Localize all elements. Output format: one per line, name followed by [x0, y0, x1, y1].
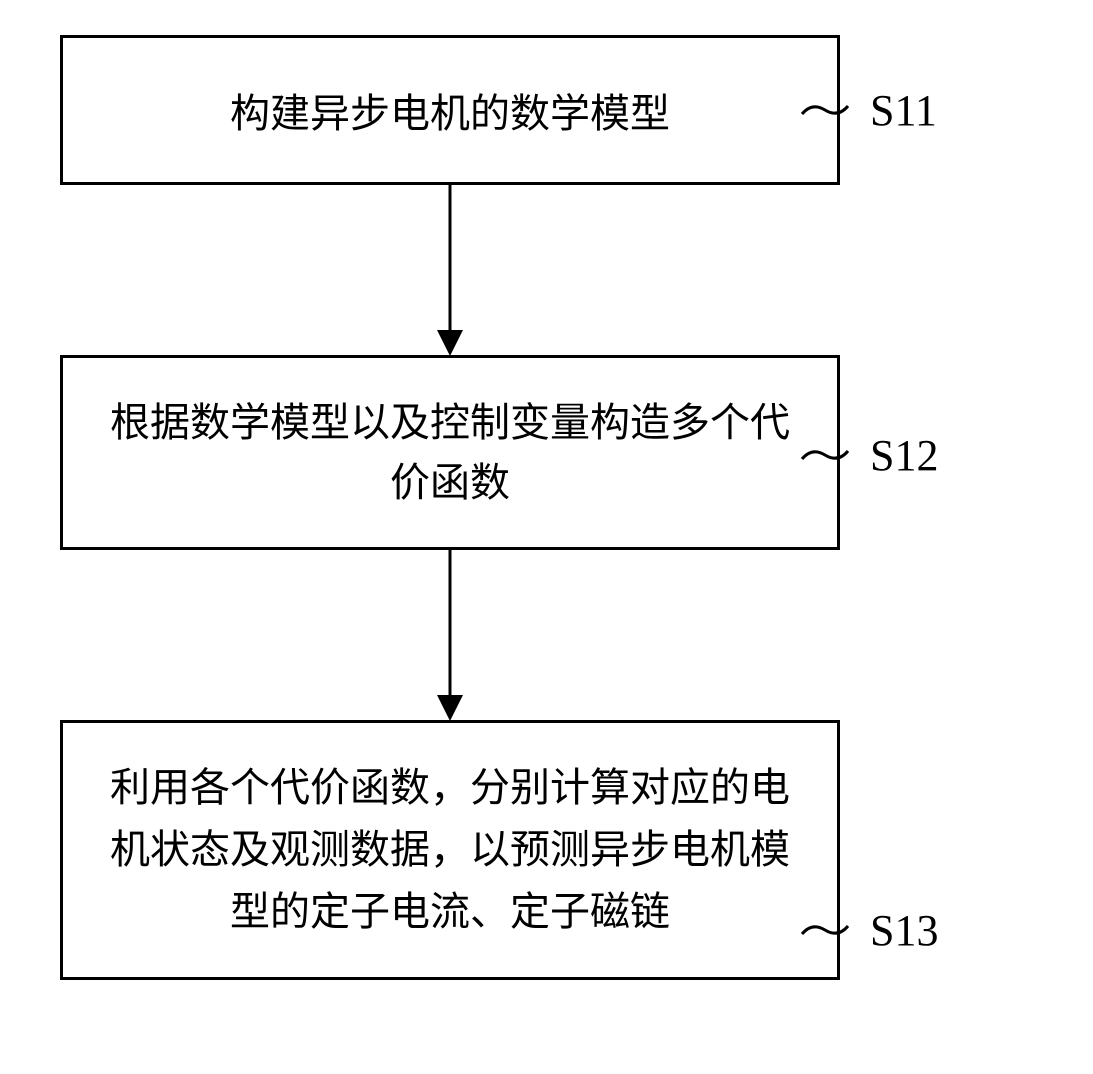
arrow-line-icon: [449, 185, 452, 335]
flow-step-s11-text: 构建异步电机的数学模型: [230, 81, 670, 139]
step-label-s11: S11: [870, 85, 937, 136]
arrow-line-icon: [449, 550, 452, 700]
arrow-s12-to-s13: [60, 550, 840, 720]
connector-tilde-icon: [800, 445, 850, 465]
flow-step-s11: 构建异步电机的数学模型: [60, 35, 840, 185]
flow-step-s13-text: 利用各个代价函数，分别计算对应的电机状态及观测数据，以预测异步电机模型的定子电流…: [93, 757, 807, 943]
flowchart-container: 构建异步电机的数学模型 根据数学模型以及控制变量构造多个代价函数 利用各个代价函…: [60, 35, 1020, 980]
flow-step-s12: 根据数学模型以及控制变量构造多个代价函数: [60, 355, 840, 550]
step-label-s13: S13: [870, 905, 938, 956]
arrow-s11-to-s12: [60, 185, 840, 355]
arrow-head-icon: [437, 330, 463, 356]
flow-step-s13: 利用各个代价函数，分别计算对应的电机状态及观测数据，以预测异步电机模型的定子电流…: [60, 720, 840, 980]
arrow-head-icon: [437, 695, 463, 721]
connector-tilde-icon: [800, 920, 850, 940]
flow-step-s12-text: 根据数学模型以及控制变量构造多个代价函数: [93, 393, 807, 513]
connector-tilde-icon: [800, 100, 850, 120]
step-label-s12: S12: [870, 430, 938, 481]
